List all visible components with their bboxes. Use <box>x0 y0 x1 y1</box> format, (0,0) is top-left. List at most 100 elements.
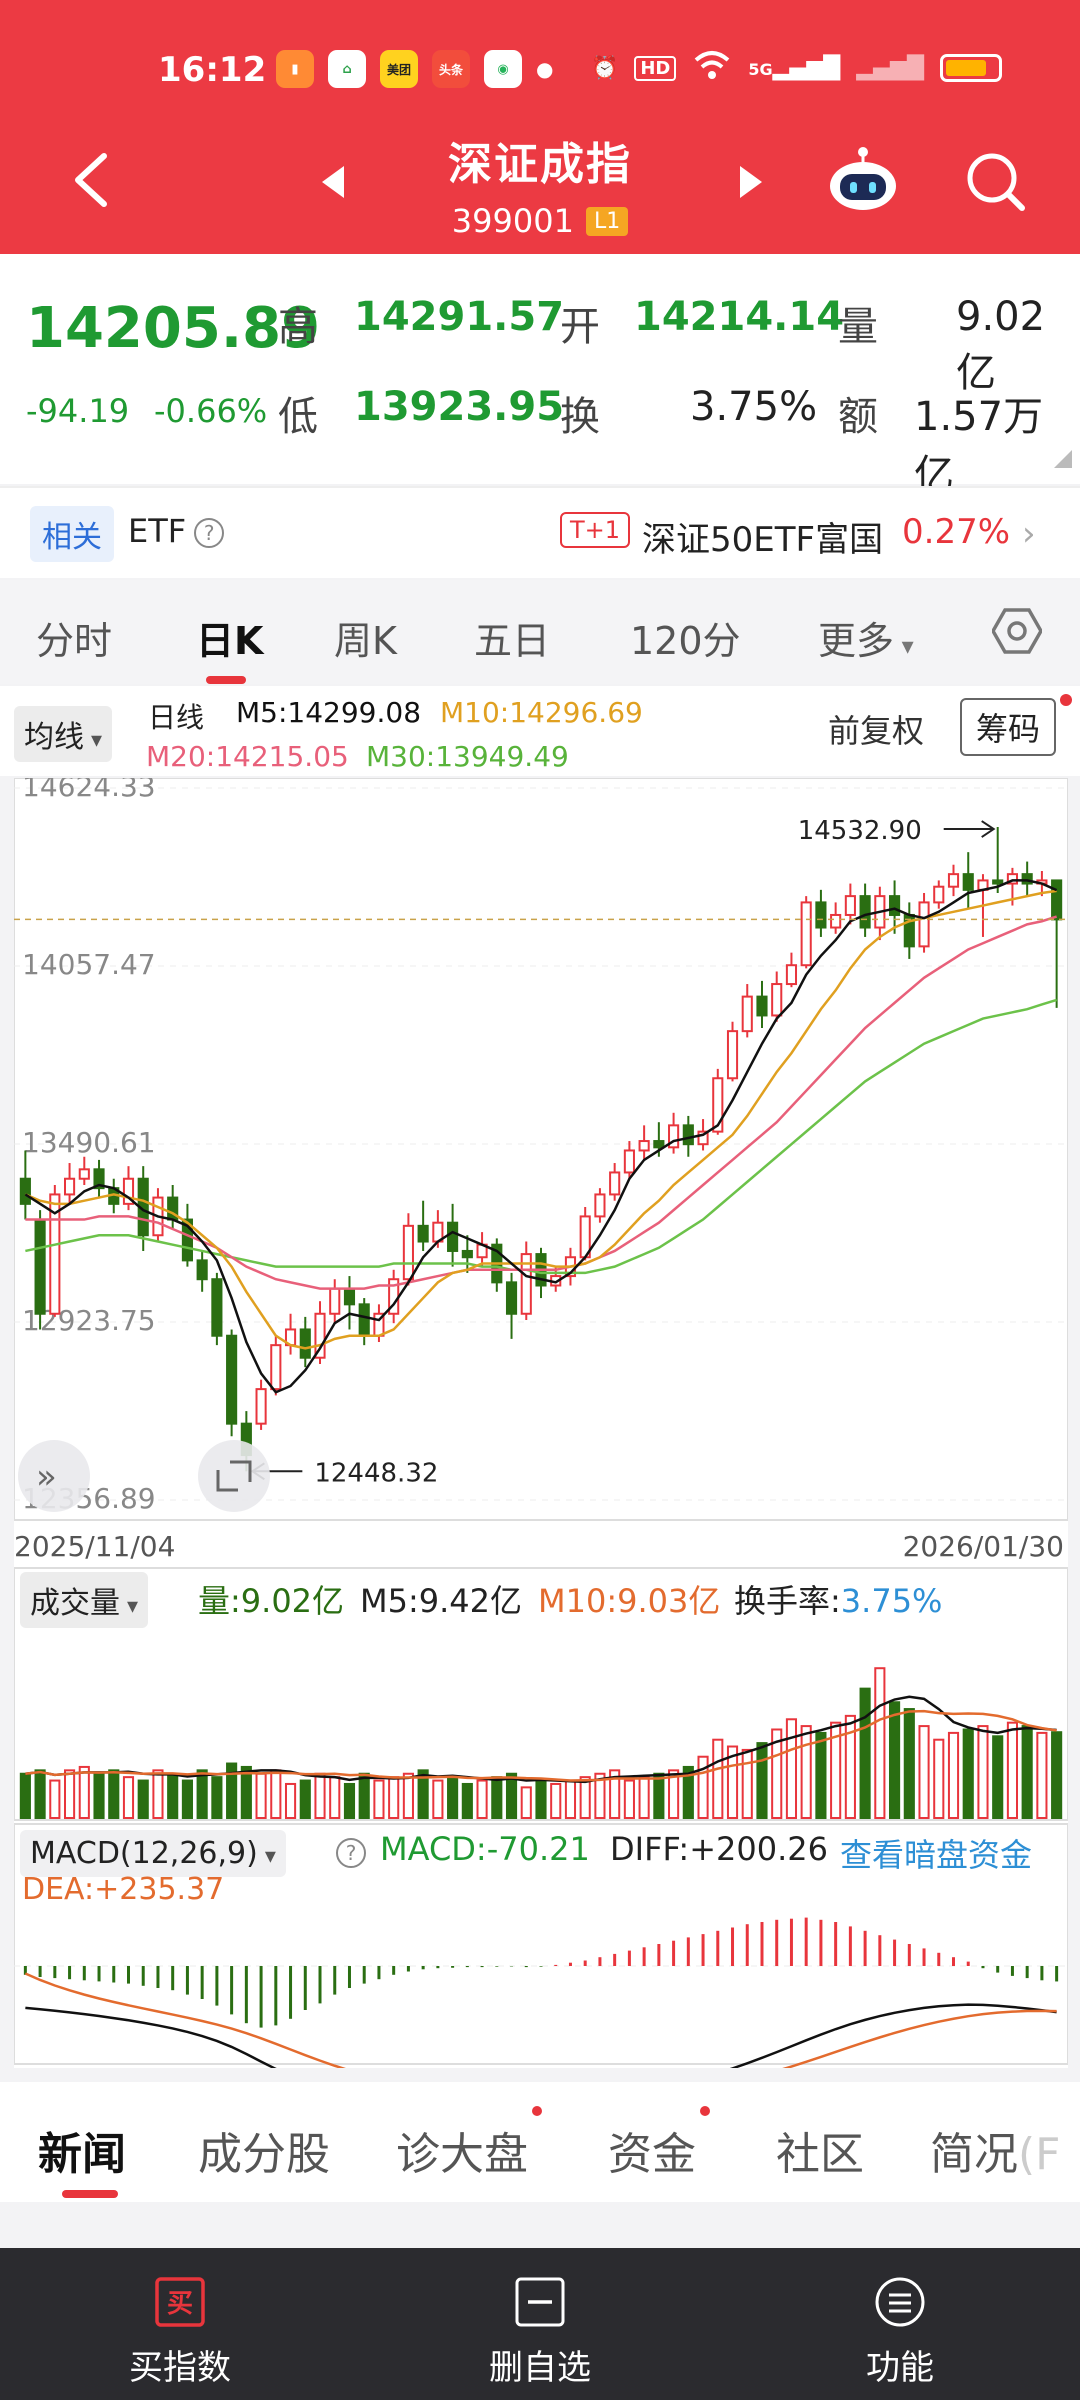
y-tick-label: 13490.61 <box>22 1126 156 1159</box>
low-mark-label: 12448.32 <box>314 1458 438 1488</box>
tab-weekly-k[interactable]: 周K <box>334 619 397 663</box>
alarm-icon: ⏰ <box>590 55 619 81</box>
assistant-robot-icon[interactable] <box>826 144 900 214</box>
vol-ma5-line <box>25 1695 1057 1784</box>
y-tick-label: 14624.33 <box>22 778 156 803</box>
signal-label: 5G <box>748 59 773 79</box>
prev-index-icon[interactable] <box>318 164 348 200</box>
volume-bar <box>299 1779 311 1819</box>
tab-news[interactable]: 新闻 <box>38 2129 126 2180</box>
candle-body <box>270 1344 282 1391</box>
macd-help-icon[interactable]: ? <box>336 1838 366 1868</box>
candle-body <box>505 1281 518 1315</box>
candle-body <box>211 1278 223 1337</box>
volume-value: 9.02亿 <box>956 294 1046 396</box>
dark-pool-link[interactable]: 查看暗盘资金 <box>840 1836 1033 1874</box>
candle-body <box>255 1388 267 1425</box>
back-arrow-icon[interactable] <box>68 150 118 210</box>
vol-m5: M5:9.42亿 <box>360 1582 523 1620</box>
etf-change-pct: 0.27% <box>902 512 1011 552</box>
candle-body <box>34 1218 46 1315</box>
volume-bar <box>726 1745 739 1819</box>
buy-index-button[interactable]: 买 买指数 <box>0 2248 360 2400</box>
candle-body <box>726 1030 739 1080</box>
tab-funds[interactable]: 资金 <box>608 2129 696 2180</box>
volume-bar <box>771 1728 783 1820</box>
candle-body <box>653 1140 665 1149</box>
last-price: 14205.89 <box>26 296 321 361</box>
candle-body <box>226 1334 238 1425</box>
t1-badge: T+1 <box>560 512 631 548</box>
fullscreen-icon[interactable] <box>198 1440 270 1512</box>
expand-left-button[interactable]: » <box>18 1440 90 1512</box>
hd-icon: HD <box>634 55 677 81</box>
turnover-label: 换 <box>560 394 600 440</box>
volume-bar <box>889 1701 901 1819</box>
volume-bar <box>49 1779 61 1819</box>
candle-body <box>682 1124 694 1146</box>
signal-2-icon: ▂▄▆█ <box>856 55 924 81</box>
open-value: 14214.14 <box>634 294 845 340</box>
candle-body <box>122 1177 135 1205</box>
volume-bar <box>255 1772 267 1820</box>
tab-intraday[interactable]: 分时 <box>36 619 113 663</box>
tab-overview[interactable]: 简况(F <box>930 2129 1061 2180</box>
volume-bar <box>152 1769 164 1820</box>
volume-bar <box>682 1765 694 1819</box>
tab-120min[interactable]: 120分 <box>630 619 741 663</box>
remove-watchlist-button[interactable]: 删自选 <box>360 2248 720 2400</box>
chips-red-dot <box>1060 694 1072 706</box>
candle-body <box>609 1171 621 1196</box>
tab-more[interactable]: 更多 ▾ <box>818 619 914 663</box>
candle-body <box>697 1130 709 1146</box>
functions-button[interactable]: 功能 <box>720 2248 1080 2400</box>
volume-bar <box>329 1776 341 1819</box>
volume-bar <box>78 1765 90 1819</box>
volume-bar <box>535 1779 547 1819</box>
related-etf-row[interactable]: 相关 ETF? T+1 深证50ETF富国 0.27% › <box>0 486 1080 578</box>
open-label: 开 <box>560 304 600 350</box>
notification-icons: ▮ ⌂ 美团 头条 ◉ ● <box>276 50 553 88</box>
ma-selector[interactable]: 均线 <box>14 706 113 762</box>
volume-bar <box>196 1769 208 1820</box>
candle-body <box>962 873 974 891</box>
next-index-icon[interactable] <box>736 164 766 200</box>
candle-body <box>712 1077 724 1133</box>
adjust-label[interactable]: 前复权 <box>828 712 925 750</box>
vol-m10: M10:9.03亿 <box>538 1582 721 1620</box>
candle-body <box>181 1218 193 1262</box>
low-value: 13923.95 <box>354 384 565 430</box>
help-icon[interactable]: ? <box>194 518 225 548</box>
status-indicators: ⏰ HD 5G▂▄▆█ ▂▄▆█ <box>591 50 1002 86</box>
chart-area: 14624.33 14057.47 13490.61 12923.75 12356.89… <box>13 770 1069 2101</box>
settings-gear-icon[interactable] <box>992 606 1042 656</box>
volume-bar <box>609 1769 621 1820</box>
chips-button[interactable]: 筹码 <box>960 698 1057 756</box>
tab-constituents[interactable]: 成分股 <box>198 2129 330 2180</box>
volume-bar <box>520 1786 532 1819</box>
tab-market-diagnosis[interactable]: 诊大盘 <box>396 2129 528 2180</box>
buy-icon: 买 <box>155 2277 205 2327</box>
tab-daily-k[interactable]: 日K <box>196 619 264 663</box>
volume-selector[interactable]: 成交量 <box>20 1572 149 1628</box>
expand-corner-icon[interactable] <box>1054 450 1072 468</box>
tab-five-day[interactable]: 五日 <box>474 619 551 663</box>
home-app-icon: ⌂ <box>328 50 366 88</box>
kline-frame <box>13 777 1069 1521</box>
high-mark-label: 14532.90 <box>798 816 922 846</box>
volume-bar <box>638 1776 650 1819</box>
meituan-app-icon: 美团 <box>380 50 418 88</box>
candle-body <box>992 879 1004 885</box>
candle-body <box>63 1177 76 1196</box>
volume-bar <box>903 1708 915 1820</box>
tab-community[interactable]: 社区 <box>776 2129 864 2180</box>
volume-bar <box>491 1776 503 1819</box>
volume-bar <box>284 1782 297 1820</box>
search-icon[interactable] <box>962 148 1028 214</box>
high-label: 高 <box>278 304 318 350</box>
turnover-value: 3.75% <box>690 384 818 430</box>
volume-bar <box>918 1725 930 1819</box>
macd-selector[interactable]: MACD(12,26,9) <box>20 1830 286 1877</box>
kline-chart[interactable]: 14624.3314057.4713490.6112923.7512356.89… <box>13 770 1069 2101</box>
chart-period-tabs: 分时 日K 周K 五日 120分 更多 ▾ <box>0 580 1080 684</box>
